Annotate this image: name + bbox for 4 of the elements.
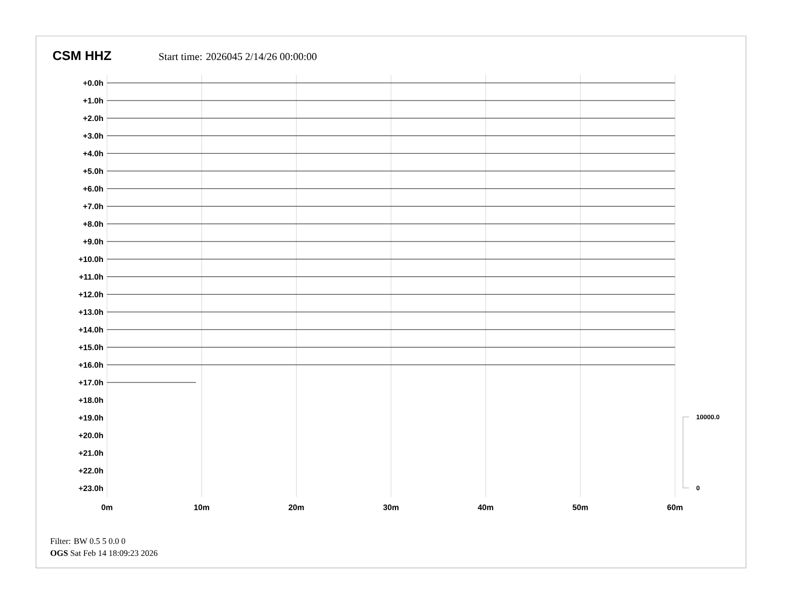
text: Filter: BW 0.5 5 0.0 0 (50, 538, 126, 544)
chart-title: CSM HHZ (53, 50, 112, 60)
chart-subtitle: Start time: 2026045 2/14/26 00:00:00 (159, 53, 316, 60)
text: OGS Sat Feb 14 18:09:23 2026 (50, 550, 158, 556)
